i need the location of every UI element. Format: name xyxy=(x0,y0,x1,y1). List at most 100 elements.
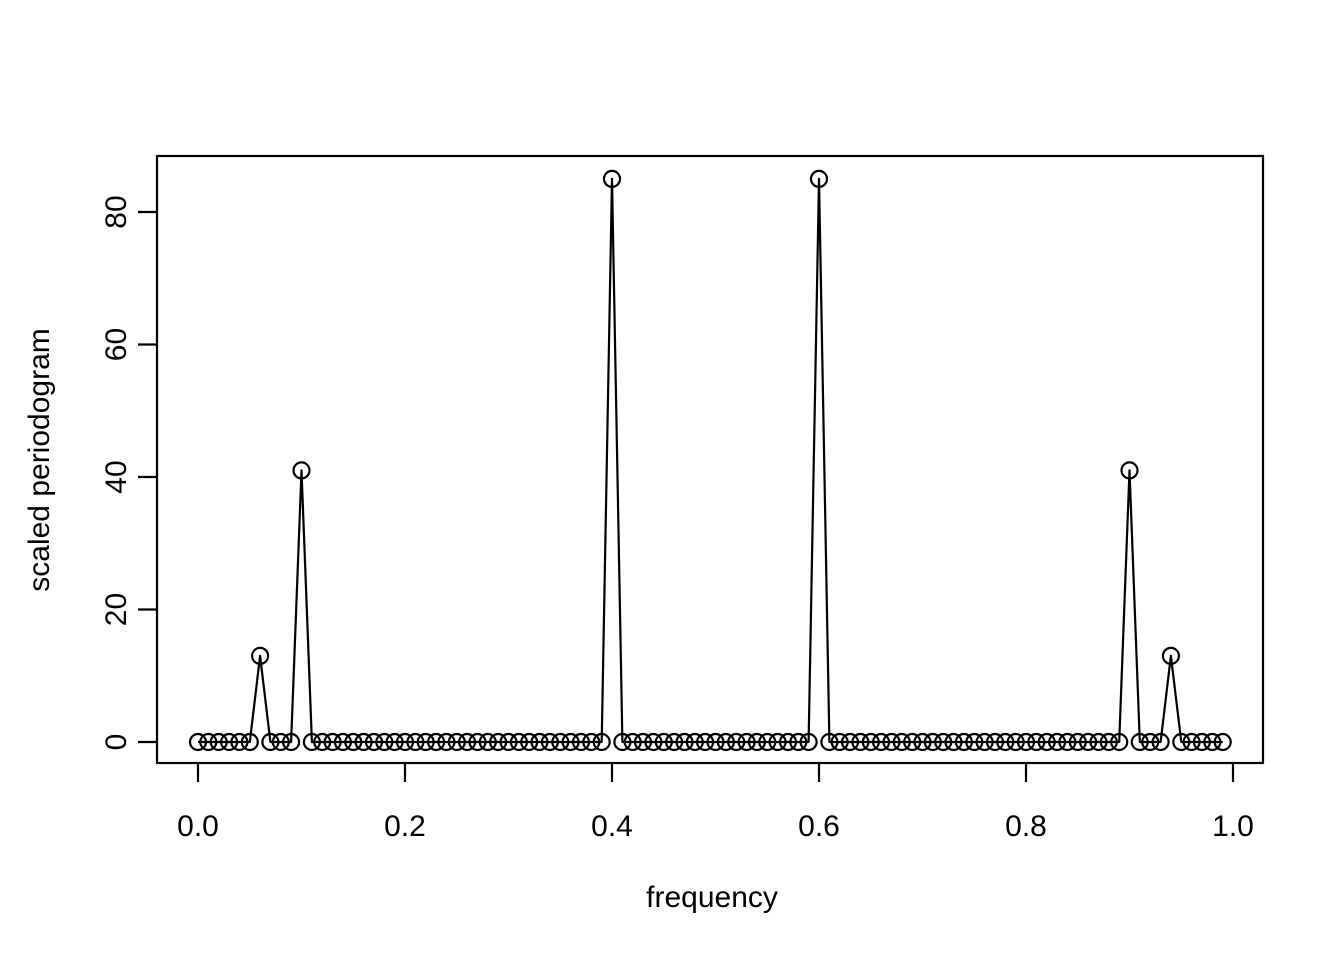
data-point-marker xyxy=(695,732,715,752)
data-point-marker xyxy=(716,732,736,752)
data-point-marker xyxy=(240,732,259,752)
data-point-marker xyxy=(809,169,829,188)
data-point-marker xyxy=(416,732,435,752)
data-point-marker xyxy=(903,732,922,752)
data-point-marker xyxy=(447,732,466,752)
data-point-marker xyxy=(551,732,570,752)
plot-box xyxy=(155,154,1265,765)
data-point-marker xyxy=(623,732,642,752)
data-point-marker xyxy=(344,732,363,752)
axes: 0.0 0.2 0.4 0.6 0.8 1.0 0 20 40 60 80 xyxy=(100,154,1265,843)
data-point-marker xyxy=(799,732,818,752)
data-point-marker xyxy=(1182,732,1201,752)
data-point-marker xyxy=(406,732,425,752)
data-point-marker xyxy=(602,169,622,188)
data-point-marker xyxy=(892,732,911,752)
data-point-marker xyxy=(664,732,684,752)
data-point-marker xyxy=(1192,732,1212,752)
data-point-marker xyxy=(871,732,891,752)
data-point-marker xyxy=(706,732,725,752)
data-point-marker xyxy=(540,732,560,752)
data-point-marker xyxy=(861,732,880,752)
data-point-marker xyxy=(199,732,218,752)
data-point-marker xyxy=(747,732,767,752)
data-point-marker xyxy=(395,732,415,752)
data-point-marker xyxy=(934,732,953,752)
data-point-marker xyxy=(592,732,611,752)
data-point-marker xyxy=(1078,732,1098,752)
data-point-marker xyxy=(727,732,746,752)
data-point-marker xyxy=(944,732,963,752)
data-point-marker xyxy=(840,732,860,752)
data-point-marker xyxy=(292,461,311,480)
data-point-marker xyxy=(985,732,1005,752)
data-point-marker xyxy=(954,732,974,752)
data-point-marker xyxy=(965,732,984,752)
data-point-marker xyxy=(1099,732,1118,752)
data-point-marker xyxy=(685,732,704,752)
data-point-marker xyxy=(1120,461,1139,480)
data-point-marker xyxy=(768,732,787,752)
data-point-marker xyxy=(1027,732,1046,752)
data-point-marker xyxy=(913,732,932,752)
y-tick-label: 20 xyxy=(100,593,133,626)
data-point-marker xyxy=(778,732,798,752)
data-point-marker xyxy=(375,732,394,752)
data-point-marker xyxy=(675,732,694,752)
y-tick-label: 80 xyxy=(100,195,133,228)
data-point-marker xyxy=(1172,732,1191,752)
data-point-marker xyxy=(1151,732,1170,752)
x-tick-label: 0.0 xyxy=(177,810,219,843)
data-point-marker xyxy=(1016,732,1036,752)
data-point-marker xyxy=(520,732,539,752)
data-point-marker xyxy=(1068,732,1087,752)
series-line xyxy=(198,177,1223,744)
y-axis-title: scaled periodogram xyxy=(23,328,56,591)
data-point-marker xyxy=(385,732,404,752)
data-point-marker xyxy=(561,732,580,752)
x-axis-title: frequency xyxy=(646,881,778,914)
data-point-marker xyxy=(364,732,384,752)
data-point-marker xyxy=(302,732,321,752)
data-point-marker xyxy=(1037,732,1056,752)
data-point-marker xyxy=(323,732,342,752)
data-point-marker xyxy=(230,732,249,752)
data-point-marker xyxy=(1089,732,1108,752)
data-point-marker xyxy=(1161,646,1181,666)
data-point-marker xyxy=(251,646,270,666)
data-point-marker xyxy=(571,732,591,752)
x-tick-label: 1.0 xyxy=(1212,810,1254,843)
data-point-marker xyxy=(333,732,352,752)
x-tick-label: 0.2 xyxy=(384,810,426,843)
y-tick-label: 60 xyxy=(100,328,133,361)
data-point-marker xyxy=(737,732,756,752)
data-point-marker xyxy=(654,732,673,752)
x-tick-label: 0.8 xyxy=(1005,810,1047,843)
data-point-marker xyxy=(882,732,901,752)
data-point-marker xyxy=(996,732,1015,752)
data-point-marker xyxy=(582,732,601,752)
data-point-marker xyxy=(613,732,632,752)
data-point-marker xyxy=(644,732,663,752)
data-point-marker xyxy=(468,732,487,752)
data-point-marker xyxy=(830,732,849,752)
data-point-marker xyxy=(489,732,508,752)
data-point-marker xyxy=(975,732,994,752)
data-point-marker xyxy=(509,732,529,752)
data-point-marker xyxy=(530,732,549,752)
data-point-marker xyxy=(1141,732,1160,752)
data-point-marker xyxy=(499,732,518,752)
data-point-marker xyxy=(478,732,497,752)
data-point-marker xyxy=(282,732,301,752)
data-point-marker xyxy=(427,732,446,752)
data-point-marker xyxy=(1213,732,1232,752)
data-point-marker xyxy=(188,732,208,752)
data-point-marker xyxy=(1058,732,1077,752)
data-point-marker xyxy=(209,732,228,752)
data-point-marker xyxy=(820,732,839,752)
data-point-marker xyxy=(923,732,942,752)
data-point-marker xyxy=(261,732,280,752)
x-tick-label: 0.4 xyxy=(591,810,633,843)
